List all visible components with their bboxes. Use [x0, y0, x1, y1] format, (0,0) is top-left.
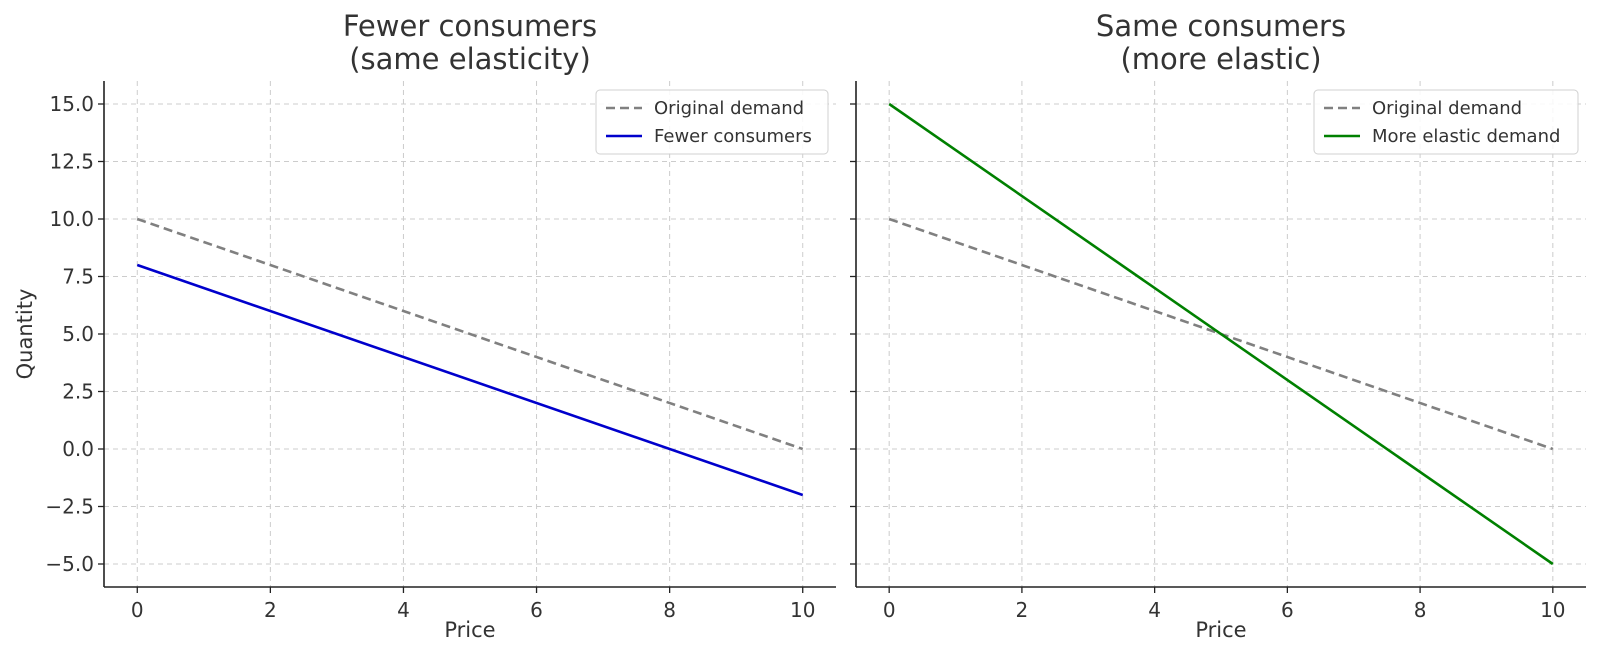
x-tick-label: 8 — [1414, 598, 1427, 622]
panel-1: 0 2 4 6 8 10 −5.0 −2.5 0.0 2.5 5.0 7.5 10.0 12.5 15.0 F… — [13, 9, 836, 642]
legend-box — [1313, 89, 1579, 155]
y-tick-label: −2.5 — [45, 495, 94, 519]
chart-title: (more elastic) — [1120, 42, 1321, 76]
y-tick-label: 5.0 — [62, 322, 94, 346]
y-tick-label: 12.5 — [49, 150, 94, 174]
x-tick-label: 4 — [397, 598, 410, 622]
x-tick-label: 0 — [131, 598, 144, 622]
legend-label: Original demand — [654, 98, 804, 119]
legend-box — [595, 89, 829, 155]
x-axis-label: Price — [444, 618, 495, 642]
series-line-1 — [136, 217, 804, 451]
x-tick-label: 10 — [1540, 598, 1565, 622]
chart-title: Fewer consumers — [343, 9, 597, 43]
legend-label: Fewer consumers — [654, 126, 812, 147]
x-tick-label: 6 — [530, 598, 543, 622]
y-axis-label: Quantity — [13, 289, 37, 380]
x-tick-label: 6 — [1281, 598, 1294, 622]
chart-title: Same consumers — [1096, 9, 1346, 43]
series-line-2 — [136, 263, 804, 497]
y-tick-label: 2.5 — [62, 380, 94, 404]
legend-label: More elastic demand — [1372, 126, 1560, 147]
x-tick-label: 2 — [264, 598, 277, 622]
x-tick-label: 0 — [883, 598, 896, 622]
y-tick-label: 0.0 — [62, 437, 94, 461]
legend: Original demand Fewer consumers — [595, 89, 829, 155]
y-tick-label: −5.0 — [45, 552, 94, 576]
x-axis-label: Price — [1195, 618, 1246, 642]
y-tick-label: 10.0 — [49, 207, 94, 231]
x-tick-label: 4 — [1148, 598, 1161, 622]
panel-2: 0 2 4 6 8 10 Same consumers(more elastic) Price… — [850, 9, 1586, 642]
x-tick-label: 10 — [790, 598, 815, 622]
legend: Original demand More elastic demand — [1313, 89, 1579, 155]
legend-label: Original demand — [1372, 98, 1522, 119]
series-line-2 — [888, 102, 1554, 566]
chart-title: (same elasticity) — [349, 42, 591, 76]
y-tick-label: 15.0 — [49, 92, 94, 116]
y-tick-label: 7.5 — [62, 265, 94, 289]
x-tick-label: 8 — [663, 598, 676, 622]
x-tick-label: 2 — [1016, 598, 1029, 622]
